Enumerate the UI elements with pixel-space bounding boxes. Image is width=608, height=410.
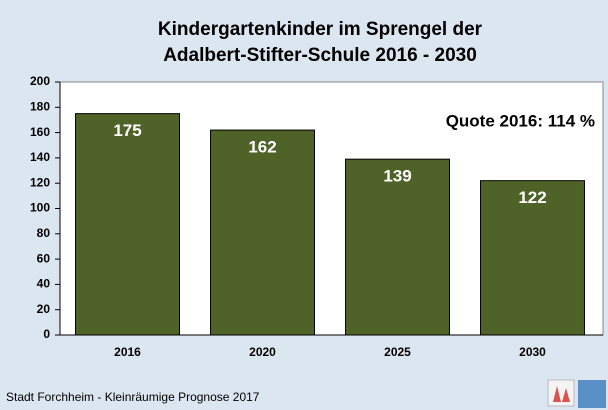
y-tick-label: 200 — [30, 74, 50, 88]
bar — [345, 158, 450, 336]
value-label: 122 — [518, 188, 546, 207]
y-tick-label: 60 — [37, 251, 51, 265]
y-tick-label: 100 — [30, 201, 50, 215]
x-tick-label: 2025 — [384, 345, 411, 359]
chart-title: Adalbert-Stifter-Schule 2016 - 2030 — [163, 45, 477, 66]
chart-title: Kindergartenkinder im Sprengel der — [158, 19, 483, 40]
value-label: 175 — [113, 121, 141, 140]
x-tick-label: 2016 — [114, 345, 141, 359]
y-tick-label: 80 — [37, 226, 51, 240]
y-tick-label: 0 — [43, 327, 50, 341]
y-tick-label: 140 — [30, 150, 50, 164]
value-label: 162 — [248, 138, 276, 157]
source: Stadt Forchheim - Kleinräumige Prognose … — [6, 390, 260, 404]
bar — [75, 113, 180, 336]
y-tick-label: 40 — [37, 277, 51, 291]
y-tick-label: 120 — [30, 175, 50, 189]
y-tick-label: 20 — [37, 302, 51, 316]
x-tick-label: 2020 — [249, 345, 276, 359]
annotation: Quote 2016: 114 % — [446, 111, 595, 130]
bar — [210, 129, 315, 336]
logo — [547, 379, 606, 408]
bar — [480, 180, 585, 336]
y-tick-label: 180 — [30, 99, 50, 113]
value-label: 139 — [383, 167, 411, 186]
x-tick-label: 2030 — [519, 345, 546, 359]
y-tick-label: 160 — [30, 125, 50, 139]
